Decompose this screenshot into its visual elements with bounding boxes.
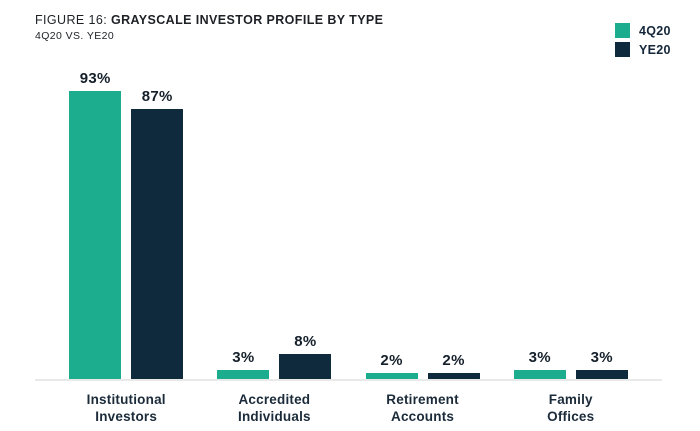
legend-label: 4Q20 — [639, 23, 671, 38]
figure-subtitle: 4Q20 VS. YE20 — [35, 30, 115, 42]
chart-legend: 4Q20 YE20 — [615, 23, 671, 61]
bar-ye20: 3% — [575, 349, 628, 379]
bar-rect-ye20 — [427, 373, 480, 379]
bar-group: 93% 87% — [69, 70, 184, 379]
bar-groups: 93% 87% 3% 8% 2% 2% 3% 3% — [35, 60, 662, 379]
bar-group: 3% 8% — [217, 333, 332, 379]
category-label: Retirement Accounts — [366, 391, 480, 425]
bar-rect-ye20 — [279, 354, 332, 379]
legend-swatch — [615, 42, 630, 57]
bar-value-label: 2% — [380, 352, 403, 369]
figure-number: FIGURE 16: — [35, 13, 108, 27]
legend-label: YE20 — [639, 42, 671, 57]
bar-rect-4q20 — [513, 370, 566, 379]
bar-value-label: 93% — [79, 70, 111, 87]
x-axis-baseline — [35, 379, 662, 381]
legend-item-4q20: 4Q20 — [615, 23, 671, 38]
legend-swatch — [615, 23, 630, 38]
bar-rect-ye20 — [575, 370, 628, 379]
bar-rect-4q20 — [69, 91, 122, 379]
figure-title: FIGURE 16: GRAYSCALE INVESTOR PROFILE BY… — [35, 13, 383, 27]
category-label: Institutional Investors — [69, 391, 183, 425]
bar-rect-4q20 — [217, 370, 270, 379]
category-label: Family Offices — [514, 391, 628, 425]
bar-ye20: 87% — [131, 88, 184, 379]
bar-value-label: 8% — [294, 333, 317, 350]
category-label-line: Investors — [95, 409, 158, 424]
category-label-line: Institutional — [86, 392, 166, 407]
bar-value-label: 2% — [442, 352, 465, 369]
bar-4q20: 3% — [217, 349, 270, 379]
bar-value-label: 3% — [528, 349, 551, 366]
bar-group: 2% 2% — [365, 352, 480, 379]
category-label-line: Individuals — [238, 409, 311, 424]
bar-ye20: 8% — [279, 333, 332, 379]
category-label-line: Offices — [547, 409, 595, 424]
category-label-line: Retirement — [386, 392, 459, 407]
bar-rect-ye20 — [131, 109, 184, 379]
bar-rect-4q20 — [365, 373, 418, 379]
legend-item-ye20: YE20 — [615, 42, 671, 57]
category-labels: Institutional Investors Accredited Individu… — [35, 391, 662, 425]
bar-value-label: 3% — [590, 349, 613, 366]
bar-4q20: 2% — [365, 352, 418, 379]
bar-ye20: 2% — [427, 352, 480, 379]
bar-4q20: 93% — [69, 70, 122, 379]
bar-4q20: 3% — [513, 349, 566, 379]
category-label: Accredited Individuals — [217, 391, 331, 425]
category-label-line: Accounts — [391, 409, 455, 424]
bar-chart: 93% 87% 3% 8% 2% 2% 3% 3% Institutional Investor… — [35, 60, 662, 425]
bar-group: 3% 3% — [513, 349, 628, 379]
figure-header: FIGURE 16: GRAYSCALE INVESTOR PROFILE BY… — [35, 13, 383, 42]
bar-value-label: 3% — [232, 349, 255, 366]
figure-title-text: GRAYSCALE INVESTOR PROFILE BY TYPE — [110, 13, 384, 27]
bar-value-label: 87% — [141, 88, 173, 105]
category-label-line: Family — [548, 392, 593, 407]
category-label-line: Accredited — [238, 392, 311, 407]
